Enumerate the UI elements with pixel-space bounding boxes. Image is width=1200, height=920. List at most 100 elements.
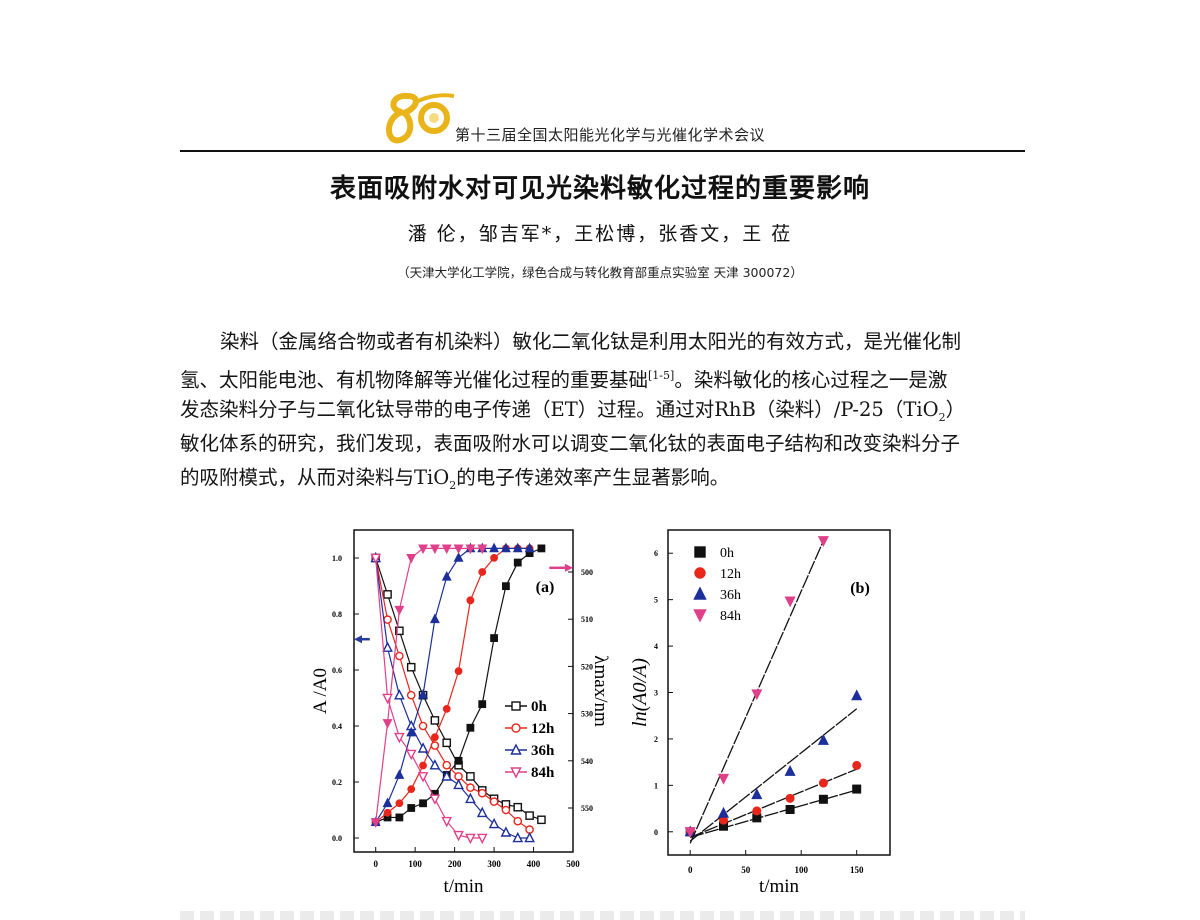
series-36h-absorbance-point <box>476 806 488 818</box>
x-tick-label: 100 <box>794 865 808 875</box>
citation-superscript: [1-5] <box>648 369 675 382</box>
series-84h-lambda-point <box>394 605 405 616</box>
legend-marker <box>510 767 522 779</box>
series-36h-absorbance-point <box>417 742 429 753</box>
text-segment: 氢、太阳能电池、有机物降解等光催化过程的重要基础 <box>180 368 649 392</box>
y-axis-label: ln(A0/A) <box>629 658 651 727</box>
y2-tick-label: 500 <box>581 568 593 577</box>
text-segment: 发态染料分子与二氧化钛导带的电子传递（ET）过程。通过对RhB（染料）/P-25… <box>180 398 939 421</box>
series-12h-absorbance-point <box>406 690 416 700</box>
series-12h-absorbance-point <box>430 741 440 750</box>
series-36h-absorbance-point <box>488 817 500 829</box>
y2-tick-label: 550 <box>581 804 593 813</box>
series-12h-absorbance-point <box>501 805 511 815</box>
y-tick-label: 2 <box>654 735 658 744</box>
series-12h-absorbance-point <box>466 783 475 792</box>
series-36h-absorbance-point <box>429 759 441 770</box>
series-0h-absorbance-point <box>442 738 452 748</box>
series-0h-point <box>818 794 828 804</box>
legend-label: 0h <box>720 546 734 561</box>
series-12h-absorbance-point <box>477 788 487 798</box>
x-tick-label: 50 <box>741 865 751 875</box>
series-12h-absorbance-point <box>442 760 452 770</box>
subscript: 2 <box>938 410 946 424</box>
series-36h-point <box>851 689 863 701</box>
series-0h-lambda-point <box>466 723 475 732</box>
y2-tick-label: 510 <box>581 615 593 624</box>
y-tick-label: 1.0 <box>332 554 342 563</box>
series-12h-lambda-point <box>407 785 416 794</box>
series-12h-lambda-point <box>419 761 427 770</box>
x-tick-label: 200 <box>448 859 462 869</box>
series-84h-lambda-point <box>465 544 476 555</box>
series-84h-point <box>784 596 796 608</box>
series-12h-lambda-point <box>395 799 404 808</box>
series-36h-fit-line <box>689 708 858 842</box>
y-tick-label: 0.6 <box>332 666 342 675</box>
y-axis-label: A /A0 <box>310 668 331 714</box>
series-36h-absorbance-point <box>394 689 405 700</box>
series-12h-point <box>818 778 828 788</box>
text-segment: ） <box>945 398 966 421</box>
y-tick-label: 5 <box>654 596 658 605</box>
x-tick-label: 300 <box>487 859 501 869</box>
x-tick-label: 100 <box>408 859 422 869</box>
series-84h-absorbance-point <box>405 749 417 761</box>
series-12h-lambda-point <box>454 667 463 676</box>
paper-title: 表面吸附水对可见光染料敏化过程的重要影响 <box>329 174 870 204</box>
series-12h-absorbance-point <box>513 816 523 826</box>
series-0h-absorbance-point <box>466 772 475 781</box>
chart-a-frame <box>353 529 574 853</box>
series-0h-lambda-point <box>395 813 404 822</box>
y2-axis-label: λmax/nm <box>590 655 611 727</box>
series-84h-absorbance-point <box>465 833 476 845</box>
series-12h-point <box>752 806 762 816</box>
abstract-paragraph: 染料（金属络合物或者有机染料）敏化二氧化钛是利用太阳光的有效方式，是光催化制氢、… <box>180 325 1030 495</box>
series-36h-lambda-point <box>500 542 511 553</box>
series-0h-fit-line <box>690 789 857 838</box>
x-tick-label: 0 <box>373 859 378 869</box>
series-0h-absorbance-point <box>525 811 534 820</box>
text-segment: 的电子传递效率产生显著影响。 <box>456 466 730 489</box>
paragraph-line: 的吸附模式，从而对染料与TiO2的电子传递效率产生显著影响。 <box>180 461 1030 495</box>
legend-label: 84h <box>720 609 741 624</box>
series-36h-point <box>817 733 829 745</box>
conference-logo <box>386 92 455 144</box>
text-segment: 的吸附模式，从而对染料与TiO <box>180 466 450 489</box>
y-tick-label: 6 <box>654 549 658 558</box>
series-84h-absorbance-point <box>382 693 393 705</box>
figure: 0 100 200 300 400 5000.00.20.40.60.81.0500510… <box>310 529 891 897</box>
series-0h-lambda-point <box>490 634 498 642</box>
series-84h-point <box>817 536 829 548</box>
series-0h-absorbance-point <box>430 716 440 725</box>
series-84h-lambda-point <box>418 544 429 555</box>
legend-label: 36h <box>720 588 741 603</box>
series-84h-lambda-line <box>375 547 483 823</box>
series-36h-absorbance-point <box>453 778 464 790</box>
series-36h-lambda-point <box>382 797 393 808</box>
series-12h-absorbance-point <box>395 651 404 661</box>
text-segment: 。染料敏化的核心过程之一是激 <box>674 368 948 392</box>
series-12h-point <box>785 793 795 803</box>
series-12h-lambda-point <box>466 596 475 605</box>
series-0h-absorbance-point <box>537 815 546 825</box>
legend-marker <box>693 609 707 623</box>
series-36h-lambda-point <box>429 613 440 624</box>
series-84h-lambda-point <box>477 544 488 555</box>
cut-off-caption <box>180 911 1025 920</box>
x-tick-label: 150 <box>850 865 864 875</box>
series-0h-absorbance-point <box>513 802 523 812</box>
series-36h-lambda-point <box>406 726 417 737</box>
legend-marker <box>694 546 706 558</box>
authors: 潘 伦，邹吉军*，王松博，张香文，王 莅 <box>407 223 793 245</box>
y-tick-label: 0.8 <box>332 610 342 619</box>
x-tick-label: 400 <box>527 859 541 869</box>
series-12h-fit-line <box>689 768 857 838</box>
y-tick-label: 0 <box>654 828 658 837</box>
series-84h-absorbance-point <box>370 553 382 565</box>
series-12h-point <box>852 760 862 770</box>
text-segment: 染料（金属络合物或者有机染料）敏化二氧化钛是利用太阳光的有效方式，是光催化制 <box>220 330 962 353</box>
series-0h-point <box>852 784 862 794</box>
series-12h-lambda-point <box>430 733 439 742</box>
series-36h-lambda-point <box>489 542 500 553</box>
